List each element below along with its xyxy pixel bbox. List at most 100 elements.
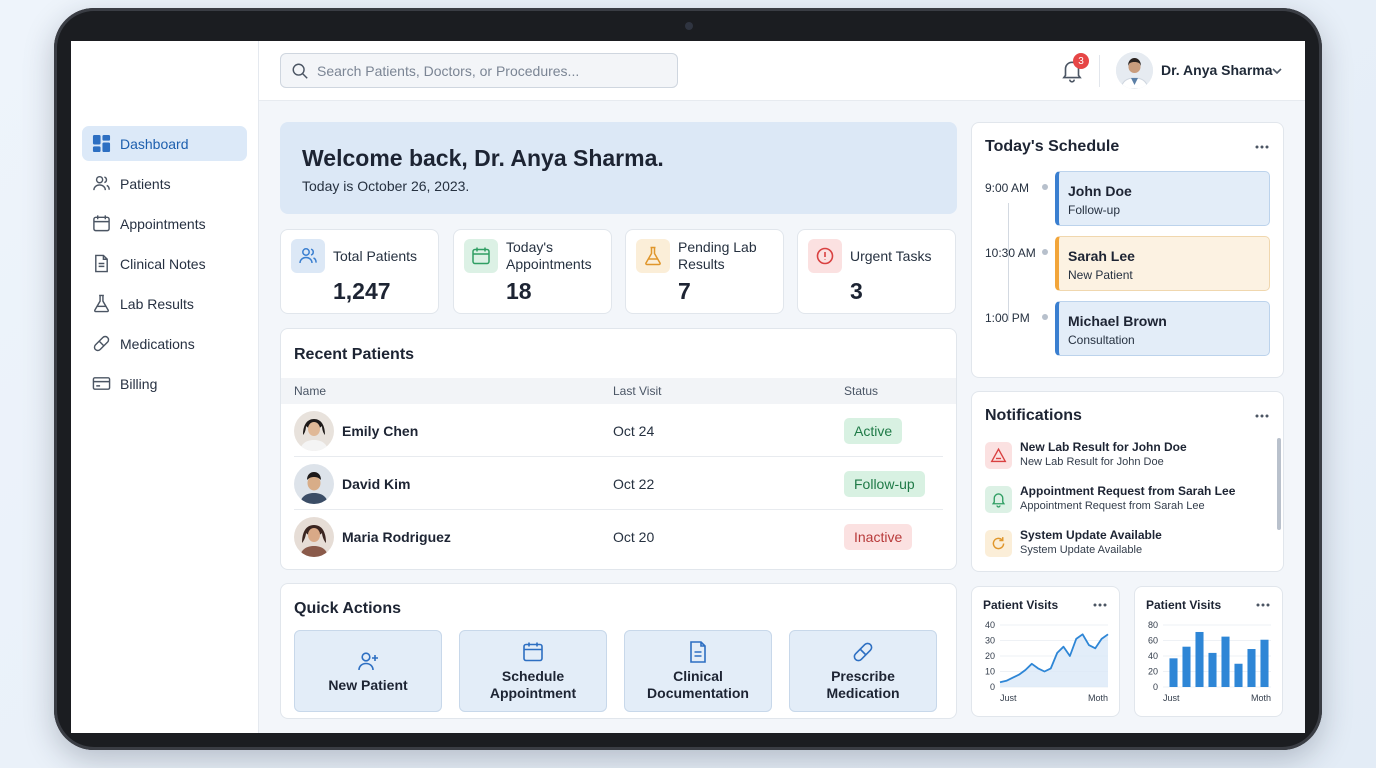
users-icon <box>93 175 110 191</box>
area-fill <box>1000 634 1108 687</box>
sidebar-item-clinical-notes[interactable]: Clinical Notes <box>82 246 247 281</box>
column-header-last-visit: Last Visit <box>613 384 662 398</box>
sidebar-item-appointments[interactable]: Appointments <box>82 206 247 241</box>
tablet-frame: Dashboard Patients Appointments Clinical… <box>54 8 1322 750</box>
search-icon <box>292 63 308 79</box>
more-options-icon[interactable] <box>1255 145 1269 149</box>
quick-action-label: Prescribe Medication <box>826 668 900 701</box>
flask-icon <box>94 294 109 313</box>
more-options-icon[interactable] <box>1255 414 1269 418</box>
stat-card-todays-appointments[interactable]: Today's Appointments 18 <box>453 229 612 314</box>
dashboard-icon <box>92 134 111 153</box>
sidebar-item-medications[interactable]: Medications <box>82 326 247 361</box>
avatar <box>294 517 334 557</box>
card-title: Recent Patients <box>294 346 415 363</box>
x-tick-label: Just <box>1000 693 1017 703</box>
notification-item[interactable]: System Update Available System Update Av… <box>985 526 1275 564</box>
appointment-patient: Michael Brown <box>1068 313 1167 329</box>
sidebar-item-patients[interactable]: Patients <box>82 166 247 201</box>
bar <box>1208 652 1217 687</box>
avatar <box>294 464 334 504</box>
welcome-banner: Welcome back, Dr. Anya Sharma. Today is … <box>280 122 957 214</box>
notification-item[interactable]: New Lab Result for John Doe New Lab Resu… <box>985 438 1275 476</box>
appointment-card[interactable]: John Doe Follow-up <box>1055 171 1270 226</box>
y-tick-label: 30 <box>985 636 995 646</box>
sidebar-item-lab-results[interactable]: Lab Results <box>82 286 247 321</box>
bell-icon <box>991 493 1006 508</box>
y-tick-label: 0 <box>990 682 995 692</box>
stat-value: 7 <box>678 278 691 304</box>
chart-title: Patient Visits <box>983 598 1059 612</box>
appointment-type: Consultation <box>1068 333 1135 347</box>
quick-action-label: New Patient <box>328 676 408 693</box>
stat-label: Today's Appointments <box>506 239 592 272</box>
bar <box>1221 636 1230 687</box>
credit-card-icon <box>92 377 111 390</box>
sidebar-item-billing[interactable]: Billing <box>82 366 247 401</box>
user-name[interactable]: Dr. Anya Sharma <box>1161 62 1273 78</box>
recent-patients-card: Recent Patients Name Last Visit Status E… <box>280 328 957 570</box>
refresh-icon <box>992 537 1005 550</box>
calendar-icon <box>523 642 543 662</box>
sidebar-item-label: Medications <box>120 335 195 352</box>
doctor-avatar-image <box>1116 52 1153 89</box>
avatar[interactable] <box>1116 52 1153 89</box>
schedule-appointment-button[interactable]: Schedule Appointment <box>459 630 607 712</box>
status-badge: Active <box>844 418 903 444</box>
search-box[interactable] <box>280 53 678 88</box>
chart-title: Patient Visits <box>1146 598 1222 612</box>
clinical-documentation-button[interactable]: Clinical Documentation <box>624 630 772 712</box>
appointment-card[interactable]: Michael Brown Consultation <box>1055 301 1270 356</box>
table-row[interactable]: Emily Chen Oct 24 Active <box>281 404 956 457</box>
welcome-date: Today is October 26, 2023. <box>302 178 470 194</box>
search-input[interactable] <box>317 62 657 79</box>
table-row[interactable]: Maria Rodriguez Oct 20 Inactive <box>281 510 956 563</box>
prescribe-medication-button[interactable]: Prescribe Medication <box>789 630 937 712</box>
stat-card-total-patients[interactable]: Total Patients 1,247 <box>280 229 439 314</box>
user-plus-icon <box>358 651 378 670</box>
calendar-icon <box>472 247 490 265</box>
table-row[interactable]: David Kim Oct 22 Follow-up <box>281 457 956 510</box>
column-header-name: Name <box>294 384 327 398</box>
column-header-status: Status <box>844 384 879 398</box>
alert-circle-icon <box>816 247 834 265</box>
chevron-down-icon[interactable] <box>1271 65 1283 77</box>
y-tick-label: 60 <box>1148 636 1158 646</box>
sidebar-item-label: Dashboard <box>120 135 189 152</box>
stat-card-urgent-tasks[interactable]: Urgent Tasks 3 <box>797 229 956 314</box>
stat-card-pending-lab-results[interactable]: Pending Lab Results 7 <box>625 229 784 314</box>
card-title: Quick Actions <box>294 600 401 617</box>
more-options-icon[interactable] <box>1093 603 1107 607</box>
stat-value: 18 <box>506 278 532 304</box>
last-visit: Oct 24 <box>613 423 655 439</box>
notification-item[interactable]: Appointment Request from Sarah Lee Appoi… <box>985 482 1275 520</box>
patient-photo <box>294 464 334 504</box>
bar <box>1195 631 1204 687</box>
appointment-patient: Sarah Lee <box>1068 248 1135 264</box>
sidebar-item-label: Billing <box>120 375 158 392</box>
more-options-icon[interactable] <box>1256 603 1270 607</box>
patient-visits-line-chart-card: Patient Visits 0 10 20 30 40 Just Moth <box>971 586 1120 717</box>
appointment-card[interactable]: Sarah Lee New Patient <box>1055 236 1270 291</box>
card-title: Notifications <box>985 407 1082 424</box>
divider <box>1099 55 1100 87</box>
series-line <box>999 633 1109 684</box>
quick-action-label: Schedule Appointment <box>489 668 577 701</box>
notification-subtitle: New Lab Result for John Doe <box>1020 456 1164 468</box>
timeline-dot <box>1042 249 1048 255</box>
table-header: Name Last Visit Status <box>281 378 956 404</box>
appointment-patient: John Doe <box>1068 183 1132 199</box>
notification-title: Appointment Request from Sarah Lee <box>1020 484 1236 498</box>
bar <box>1260 639 1269 687</box>
camera <box>685 22 693 30</box>
sidebar-item-label: Appointments <box>120 215 206 232</box>
notifications-card: Notifications New Lab Result for John Do… <box>971 391 1284 572</box>
schedule-time: 10:30 AM <box>985 246 1036 260</box>
bar <box>1234 663 1243 687</box>
new-patient-button[interactable]: New Patient <box>294 630 442 712</box>
scrollbar[interactable] <box>1277 438 1281 530</box>
stat-value: 3 <box>850 278 863 304</box>
y-tick-label: 20 <box>1148 667 1158 677</box>
sidebar-item-dashboard[interactable]: Dashboard <box>82 126 247 161</box>
patient-photo <box>294 411 334 451</box>
